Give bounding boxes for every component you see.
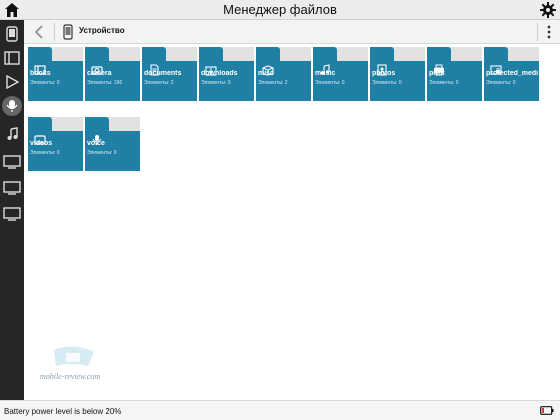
- music-note-icon: [320, 64, 330, 75]
- monitor-icon: [3, 181, 21, 195]
- folder-downloads[interactable]: downloads Элементы: 0: [199, 47, 254, 101]
- overflow-menu-icon[interactable]: [544, 24, 554, 40]
- toolbar: Устройство: [24, 20, 560, 44]
- gear-icon[interactable]: [540, 2, 556, 18]
- folder-body: [313, 61, 368, 101]
- folder-item-count: Элементы: 2: [144, 80, 174, 86]
- folder-item-count: Элементы: 196: [87, 80, 123, 86]
- folder-books[interactable]: books Элементы: 0: [28, 47, 83, 101]
- folder-name: voice: [87, 140, 105, 147]
- folder-tab-accent: [28, 117, 52, 131]
- folder-videos[interactable]: videos Элементы: 0: [28, 117, 83, 171]
- title-bar: Менеджер файлов: [0, 0, 560, 20]
- folder-item-count: Элементы: 0: [486, 80, 516, 86]
- folder-tab-accent: [85, 117, 109, 131]
- folder-name: music: [315, 70, 336, 77]
- sidebar-item-display-3[interactable]: [2, 204, 22, 224]
- sidebar-item-device[interactable]: [2, 24, 22, 44]
- folder-documents[interactable]: documents Элементы: 2: [142, 47, 197, 101]
- microphone-icon: [92, 135, 102, 145]
- folder-voice[interactable]: voice Элементы: 0: [85, 117, 140, 171]
- folder-tab-accent: [484, 47, 508, 61]
- back-arrow-icon[interactable]: [32, 24, 48, 40]
- folder-name: videos: [30, 140, 53, 147]
- book-icon: [34, 65, 46, 75]
- folder-body: [85, 131, 140, 171]
- folder-name: photos: [372, 70, 396, 77]
- sidebar-item-voice[interactable]: [2, 96, 22, 116]
- folder-item-count: Элементы: 0: [30, 150, 60, 156]
- folder-camera[interactable]: camera Элементы: 196: [85, 47, 140, 101]
- folder-name: books: [30, 70, 51, 77]
- sidebar: [0, 20, 24, 400]
- folder-tab-accent: [199, 47, 223, 61]
- folder-tab-accent: [370, 47, 394, 61]
- folder-body: [370, 61, 425, 101]
- status-message: Battery power level is below 20%: [4, 407, 122, 416]
- sidebar-item-display-2[interactable]: [2, 178, 22, 198]
- folder-body: [28, 61, 83, 101]
- folder-item-count: Элементы: 2: [258, 80, 288, 86]
- folder-name: downloads: [201, 70, 238, 77]
- folder-tab-accent: [142, 47, 166, 61]
- folder-name: protected_media: [486, 70, 538, 77]
- window-title: Менеджер файлов: [223, 2, 337, 17]
- folder-name: camera: [87, 70, 112, 77]
- folder-tab-accent: [313, 47, 337, 61]
- microphone-icon: [6, 100, 18, 112]
- lock-screen-icon: [490, 65, 502, 75]
- play-icon: [6, 75, 19, 89]
- folder-tab-accent: [427, 47, 451, 61]
- watermark-logo-icon: [54, 346, 94, 366]
- book-icon: [4, 51, 20, 65]
- download-icon: [205, 66, 217, 76]
- printer-icon: [434, 64, 444, 76]
- folder-tab-accent: [28, 47, 52, 61]
- music-note-icon: [7, 127, 18, 140]
- phone-icon: [63, 24, 73, 40]
- folder-body: [28, 131, 83, 171]
- folder-tab-accent: [256, 47, 280, 61]
- home-icon[interactable]: [4, 2, 20, 18]
- folder-photos[interactable]: photos Элементы: 0: [370, 47, 425, 101]
- video-icon: [34, 135, 46, 145]
- folder-item-count: Элементы: 0: [87, 150, 117, 156]
- monitor-icon: [3, 155, 21, 169]
- folder-name: misc: [258, 70, 274, 77]
- folder-print[interactable]: print Элементы: 0: [427, 47, 482, 101]
- breadcrumb[interactable]: Устройство: [79, 26, 125, 35]
- document-icon: [150, 64, 159, 76]
- watermark-text: mobile-review.com: [40, 372, 101, 381]
- folder-body: [199, 61, 254, 101]
- sidebar-item-music[interactable]: [2, 124, 22, 144]
- box-icon: [262, 65, 274, 76]
- folder-item-count: Элементы: 0: [201, 80, 231, 86]
- folder-name: print: [429, 70, 445, 77]
- folder-music[interactable]: music Элементы: 0: [313, 47, 368, 101]
- watermark: mobile-review.com: [36, 344, 116, 384]
- toolbar-divider: [537, 23, 538, 41]
- folder-misc[interactable]: misc Элементы: 2: [256, 47, 311, 101]
- monitor-icon: [3, 207, 21, 221]
- folder-item-count: Элементы: 0: [372, 80, 402, 86]
- folder-item-count: Элементы: 0: [30, 80, 60, 86]
- phone-icon: [6, 26, 18, 42]
- folder-body: [484, 61, 539, 101]
- folder-protected-media[interactable]: protected_media Элементы: 0: [484, 47, 539, 101]
- camera-icon: [91, 66, 103, 75]
- status-bar: Battery power level is below 20%: [0, 400, 560, 420]
- folder-body: [85, 61, 140, 101]
- battery-low-icon: [540, 406, 554, 415]
- sidebar-item-books[interactable]: [2, 48, 22, 68]
- folder-name: documents: [144, 70, 182, 77]
- sidebar-item-display-1[interactable]: [2, 152, 22, 172]
- folder-tab-accent: [85, 47, 109, 61]
- photo-icon: [377, 64, 387, 76]
- sidebar-item-video[interactable]: [2, 72, 22, 92]
- folder-item-count: Элементы: 0: [429, 80, 459, 86]
- toolbar-divider: [54, 23, 55, 41]
- folder-item-count: Элементы: 0: [315, 80, 345, 86]
